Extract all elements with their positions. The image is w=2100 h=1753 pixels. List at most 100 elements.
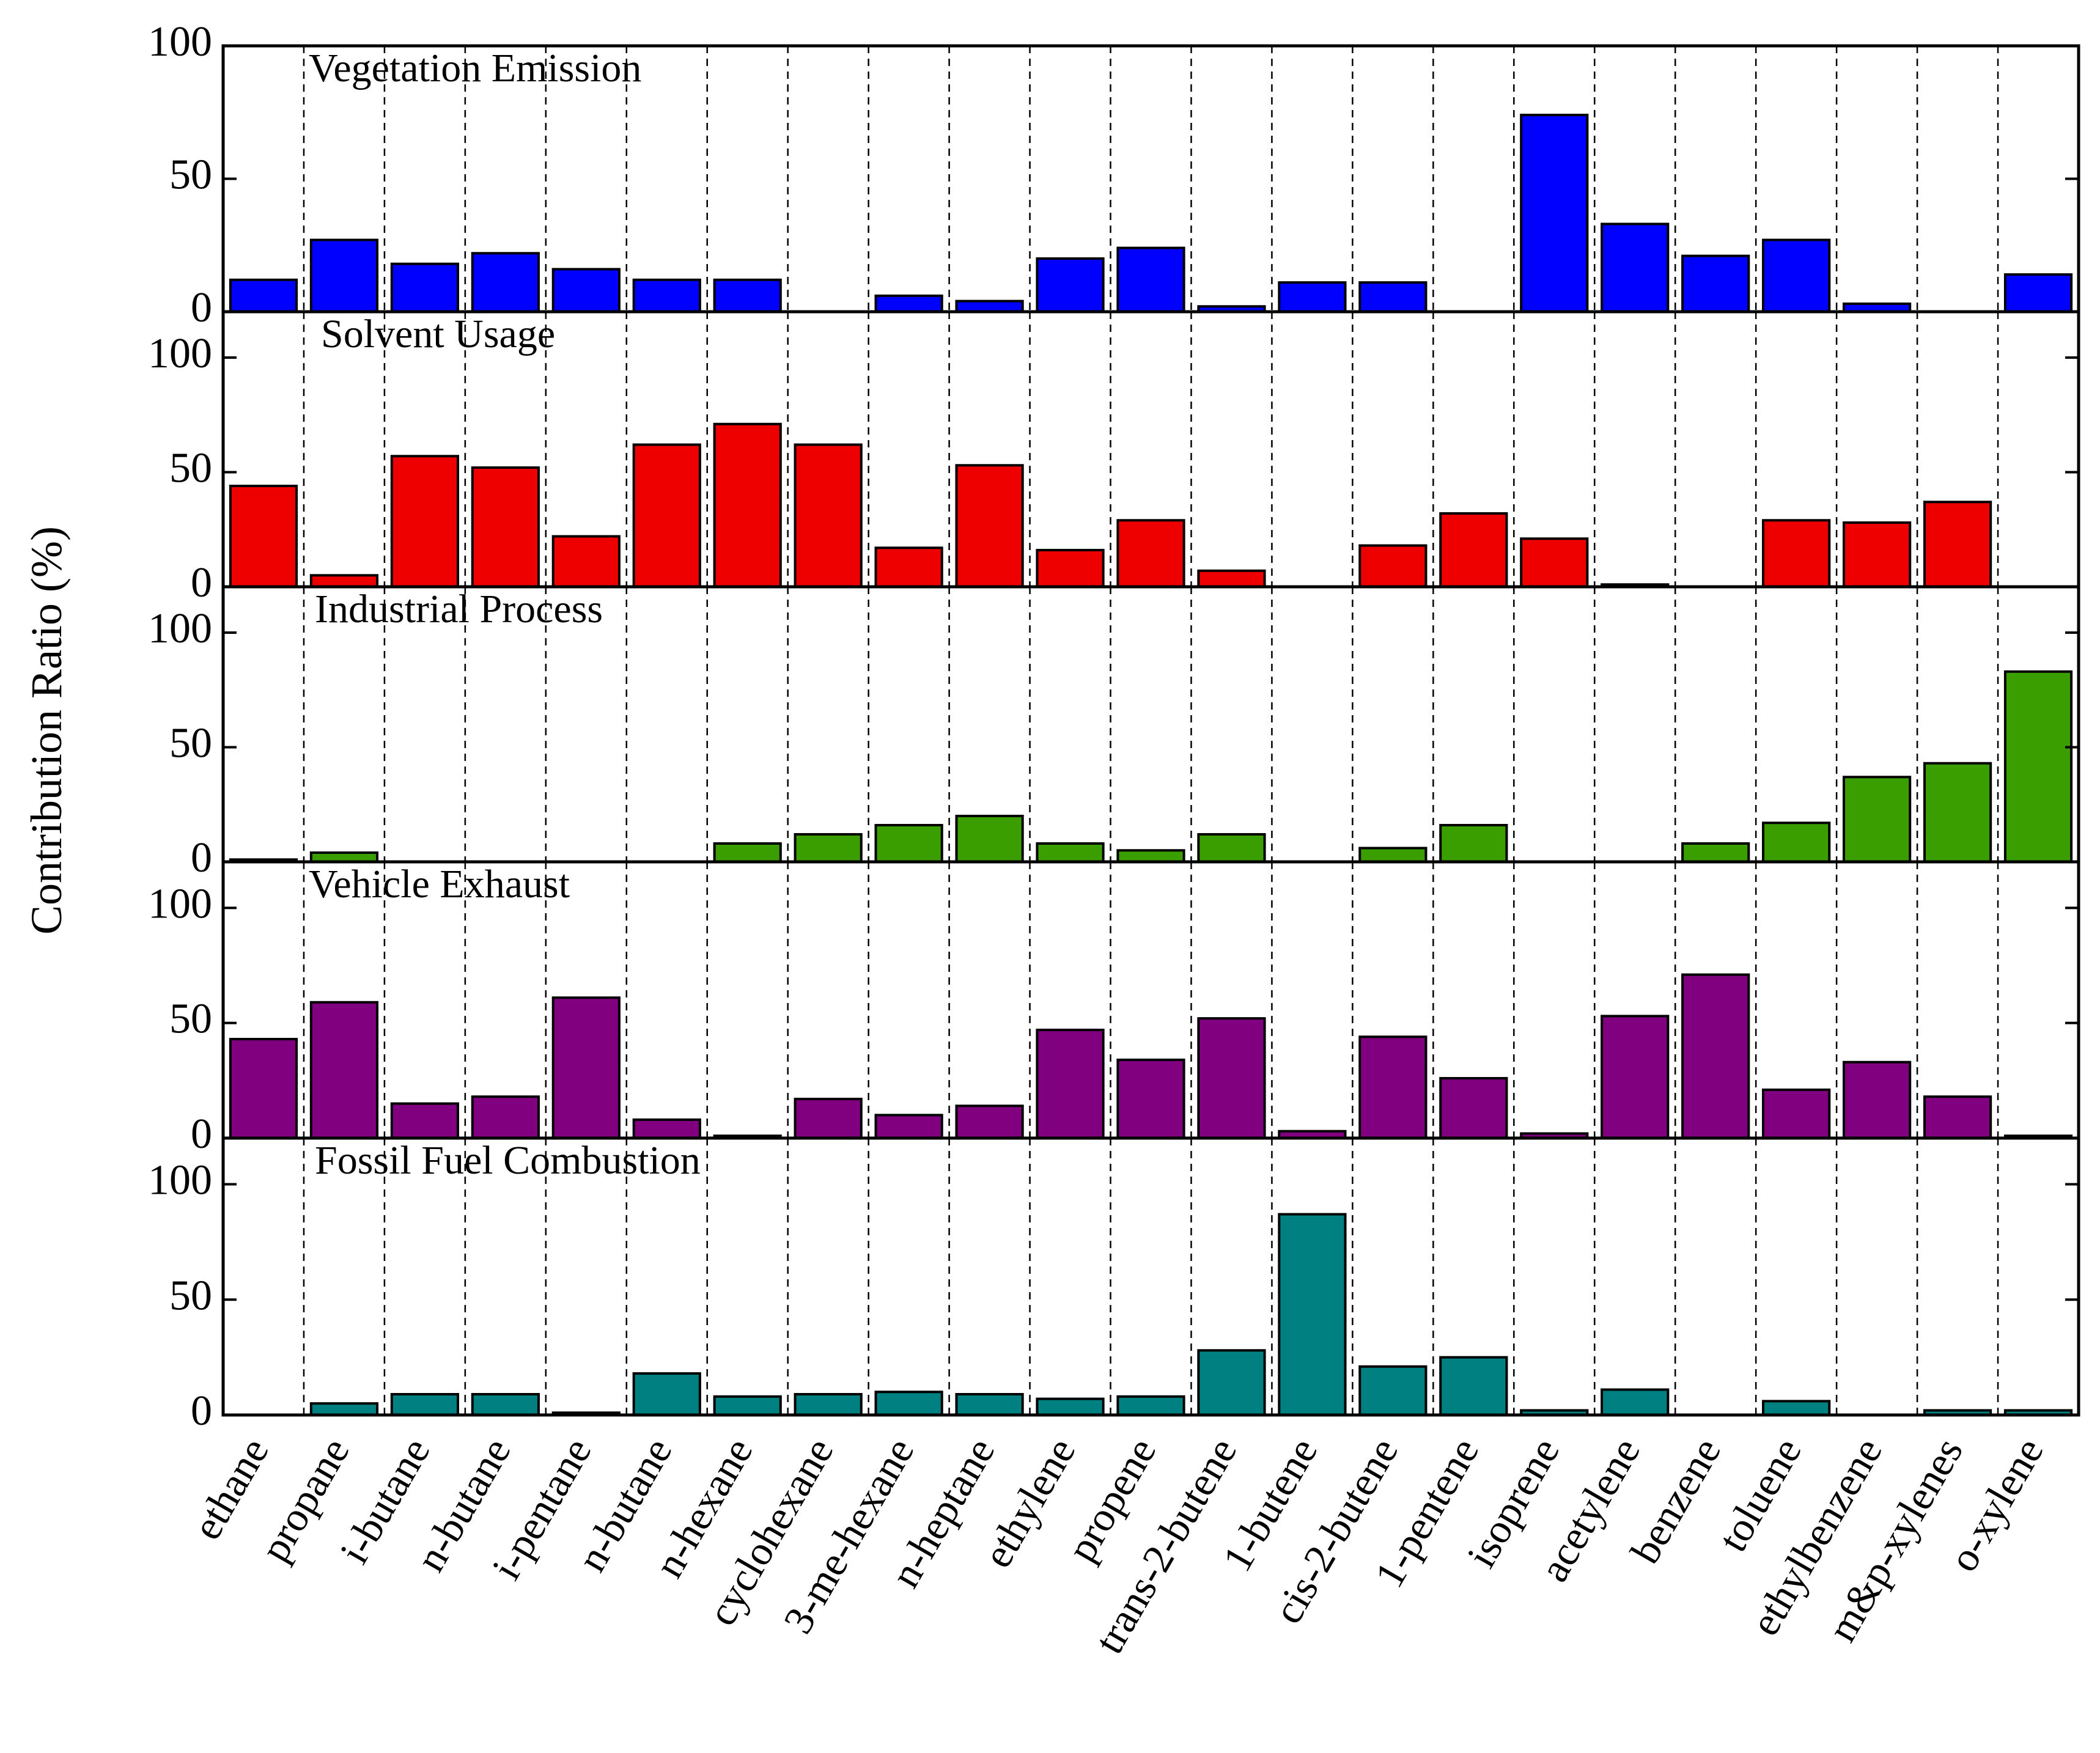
panel-title: Industrial Process xyxy=(315,587,603,631)
bar xyxy=(1762,1400,1831,1417)
y-tick-label: 100 xyxy=(148,880,212,927)
y-tick-label: 0 xyxy=(191,559,212,606)
bar xyxy=(1843,776,1912,863)
bar xyxy=(309,574,379,588)
y-tick-label: 0 xyxy=(191,834,212,881)
bar xyxy=(1681,842,1750,863)
y-axis-label: Contribution Ratio (%) xyxy=(22,526,71,935)
bar xyxy=(1520,114,1589,313)
bar xyxy=(1762,519,1831,588)
bar xyxy=(1116,1395,1185,1417)
bar xyxy=(471,252,540,313)
bar xyxy=(713,842,782,863)
bar xyxy=(1923,762,1992,863)
bar xyxy=(955,1104,1024,1140)
bar xyxy=(874,1391,943,1416)
bar xyxy=(1036,1028,1105,1140)
bar xyxy=(1358,281,1428,313)
bar xyxy=(229,1038,298,1139)
bar xyxy=(1520,537,1589,588)
bar xyxy=(1762,821,1831,863)
y-tick-label: 100 xyxy=(148,330,212,377)
bar xyxy=(390,262,459,314)
bar xyxy=(1197,569,1266,588)
bar xyxy=(632,1372,701,1417)
bar xyxy=(1116,246,1185,314)
bar xyxy=(1116,1058,1185,1140)
bar xyxy=(1036,842,1105,863)
panel-title: Vegetation Emission xyxy=(309,46,641,90)
bar xyxy=(1681,973,1750,1139)
y-tick-label: 100 xyxy=(148,18,212,65)
y-tick-label: 50 xyxy=(169,996,212,1043)
bar xyxy=(1762,1088,1831,1140)
bar xyxy=(713,278,782,313)
bar xyxy=(1762,238,1831,313)
bar xyxy=(1601,1388,1670,1417)
bar xyxy=(874,824,943,863)
y-tick-label: 0 xyxy=(191,284,212,331)
bar xyxy=(551,535,621,588)
bar xyxy=(1036,257,1105,313)
bar xyxy=(1197,833,1266,863)
bar xyxy=(471,1393,540,1416)
bar xyxy=(794,1393,863,1416)
bar xyxy=(551,268,621,313)
bar xyxy=(309,1402,379,1416)
bar xyxy=(1358,847,1428,863)
bar xyxy=(874,1114,943,1140)
bar xyxy=(1439,1077,1508,1139)
bar xyxy=(471,466,540,588)
bar xyxy=(1439,824,1508,863)
bar xyxy=(1923,1095,1992,1139)
y-tick-label: 50 xyxy=(169,720,212,767)
bar xyxy=(632,1118,701,1140)
bar xyxy=(1278,1213,1347,1416)
bar xyxy=(1601,1015,1670,1140)
bar xyxy=(955,1393,1024,1416)
y-tick-label: 0 xyxy=(191,1387,212,1435)
bar xyxy=(2003,273,2073,314)
bar xyxy=(1197,1349,1266,1417)
bar xyxy=(471,1095,540,1139)
bar xyxy=(390,1102,459,1139)
bar xyxy=(955,300,1024,314)
bar xyxy=(794,443,863,588)
y-tick-label: 50 xyxy=(169,1272,212,1319)
bar xyxy=(1439,1356,1508,1416)
panel-title: Fossil Fuel Combustion xyxy=(315,1138,701,1183)
bar xyxy=(955,815,1024,863)
bar xyxy=(632,278,701,313)
bar xyxy=(874,546,943,588)
bar xyxy=(1681,254,1750,313)
bar xyxy=(874,294,943,313)
bar xyxy=(390,1393,459,1416)
bar xyxy=(1601,222,1670,314)
bar xyxy=(309,238,379,313)
y-tick-label: 0 xyxy=(191,1111,212,1158)
bar xyxy=(955,464,1024,588)
bar xyxy=(1923,501,1992,588)
bar xyxy=(229,485,298,588)
bar xyxy=(1358,1365,1428,1417)
bar xyxy=(794,1097,863,1140)
bar xyxy=(1036,549,1105,588)
panel-title: Vehicle Exhaust xyxy=(309,862,570,906)
bar xyxy=(1843,1060,1912,1139)
panel-title: Solvent Usage xyxy=(321,312,555,356)
bar xyxy=(1439,512,1508,588)
bar xyxy=(390,455,459,588)
bar xyxy=(1197,1017,1266,1139)
bar xyxy=(551,996,621,1139)
bar xyxy=(713,422,782,588)
y-tick-label: 100 xyxy=(148,1157,212,1204)
y-tick-label: 50 xyxy=(169,152,212,199)
bar xyxy=(794,833,863,863)
bar xyxy=(632,443,701,588)
bar xyxy=(1843,521,1912,588)
bar xyxy=(1278,281,1347,313)
bar xyxy=(1358,544,1428,588)
y-tick-label: 50 xyxy=(169,445,212,492)
